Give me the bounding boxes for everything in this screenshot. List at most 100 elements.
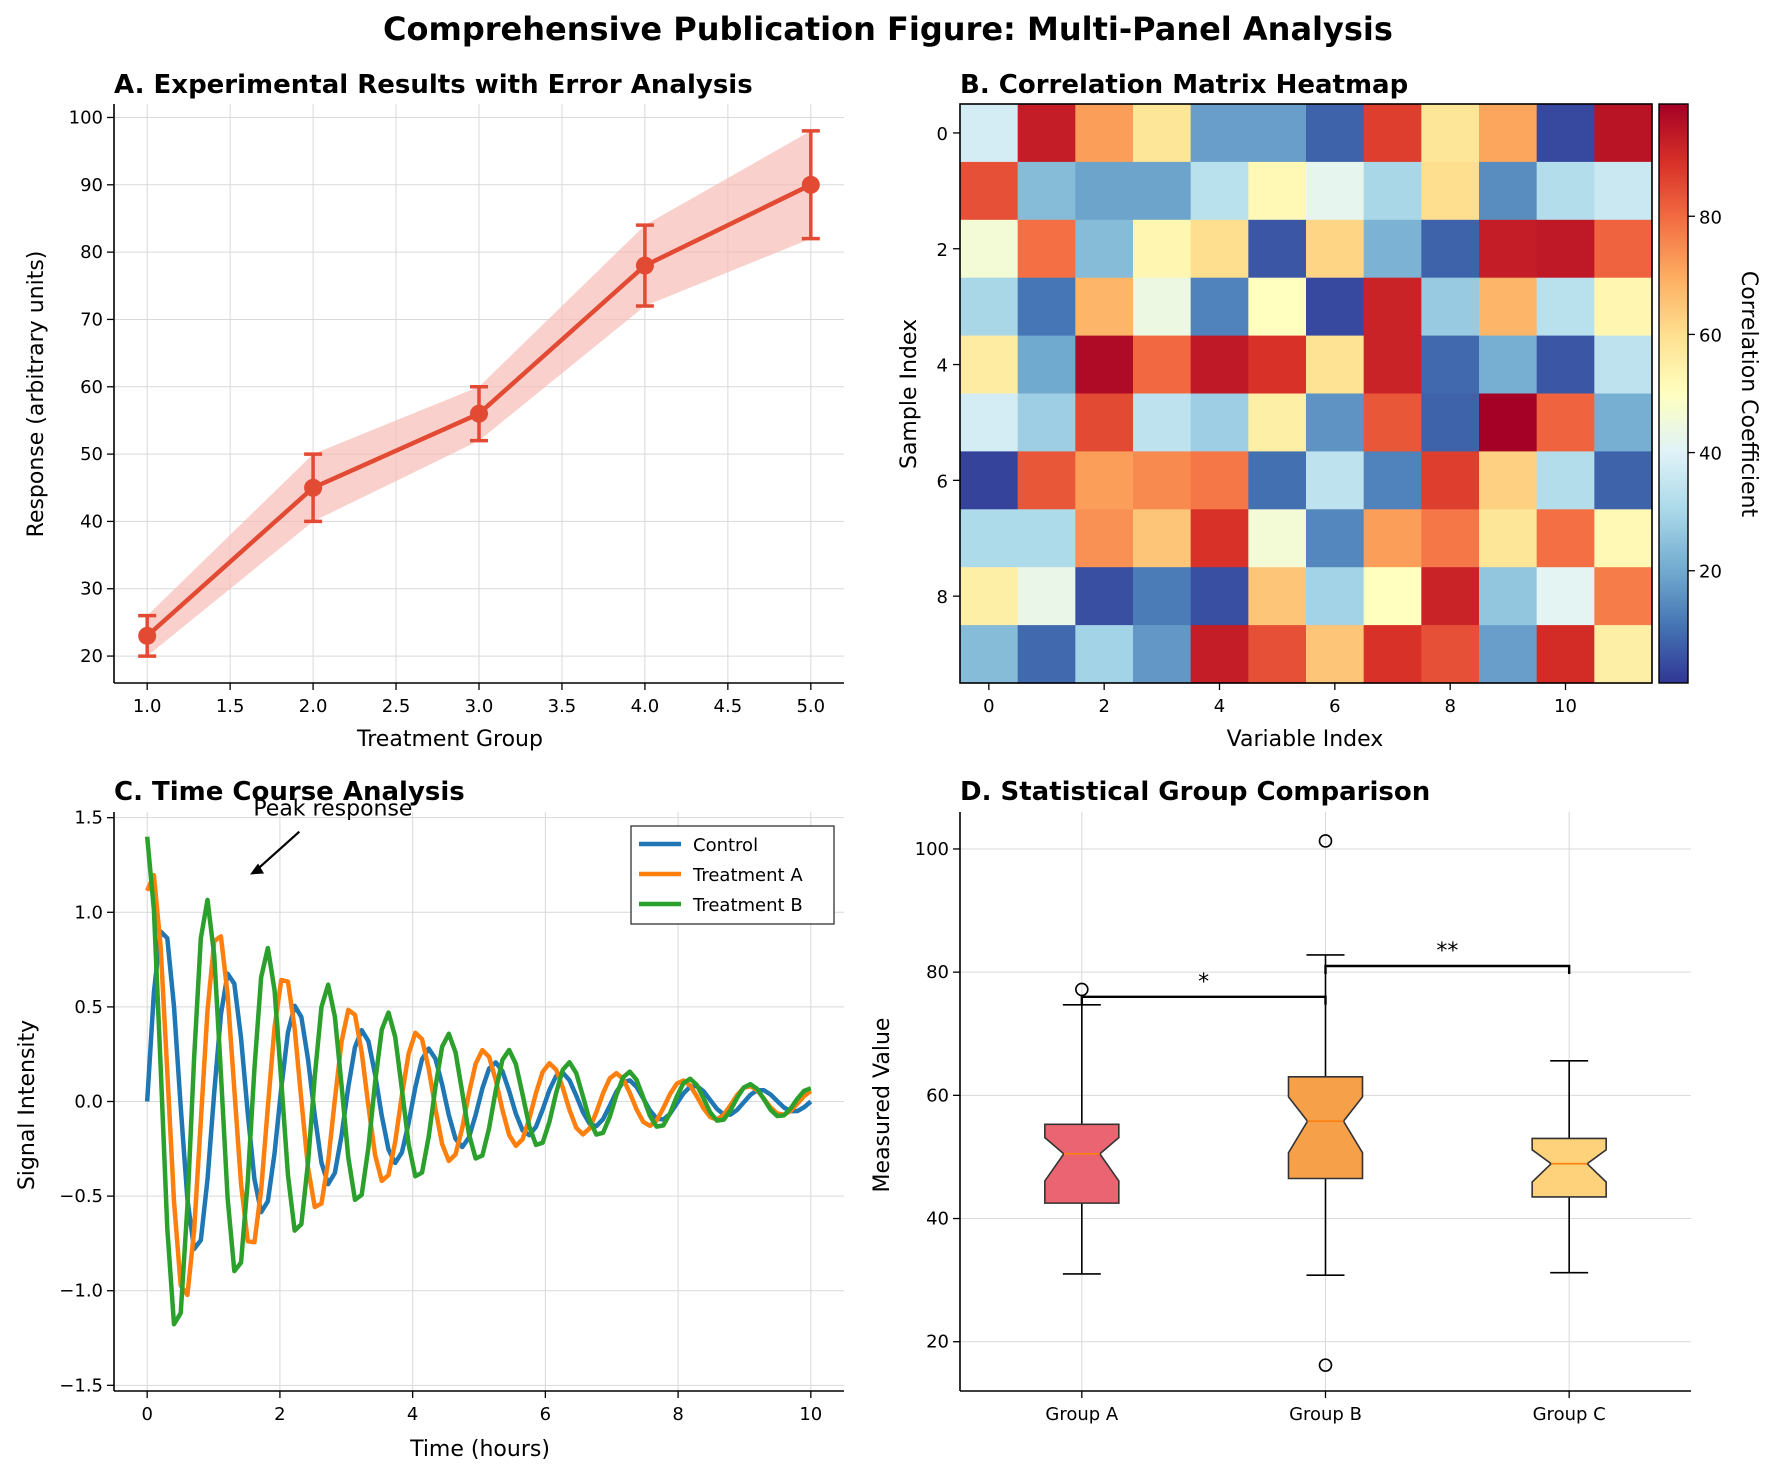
- heatmap-cell: [1536, 451, 1595, 510]
- legend-label: Treatment A: [692, 865, 803, 886]
- annotation-arrow-head: [250, 863, 265, 875]
- panel-c-ytick-label: 0.0: [74, 1092, 103, 1113]
- heatmap-cell: [1536, 335, 1595, 395]
- heatmap-cell: [1421, 567, 1480, 626]
- heatmap-cell: [1133, 509, 1192, 568]
- heatmap-cell: [1363, 219, 1422, 279]
- heatmap-cell: [1363, 451, 1422, 510]
- heatmap-cell: [1190, 335, 1249, 395]
- panel-c-ylabel: Signal Intensity: [15, 1020, 40, 1190]
- panel-d-ytick-label: 60: [926, 1085, 949, 1106]
- panel-b-ylabel: Sample Index: [897, 319, 922, 469]
- panel-d-ytick-label: 40: [926, 1209, 949, 1230]
- heatmap-cell: [1421, 335, 1480, 395]
- heatmap-cell: [1017, 451, 1076, 510]
- heatmap-cell: [1536, 277, 1595, 337]
- colorbar: [1658, 103, 1689, 684]
- heatmap-cell: [1133, 219, 1192, 279]
- panel-c-ytick-label: −1.5: [59, 1375, 103, 1396]
- panel-d-chart: D. Statistical Group Comparison Measured…: [870, 777, 1691, 1425]
- heatmap-cell: [1133, 567, 1192, 626]
- panel-a-data-point: [635, 256, 654, 275]
- heatmap-cell: [1594, 393, 1653, 452]
- heatmap-cell: [1248, 277, 1307, 337]
- heatmap-cell: [1594, 625, 1653, 684]
- heatmap-cell: [1594, 219, 1653, 279]
- panel-c-xtick-label: 0: [141, 1404, 152, 1425]
- panel-c-ytick-label: 1.5: [74, 808, 103, 829]
- heatmap-cell: [1594, 509, 1653, 568]
- heatmap-cell: [960, 393, 1019, 452]
- heatmap-cell: [960, 104, 1019, 163]
- heatmap-cell: [1363, 625, 1422, 684]
- panel-a-xtick-label: 2.5: [382, 696, 411, 717]
- panel-a-xtick-label: 3.5: [548, 696, 577, 717]
- group-label: Group A: [1045, 1404, 1119, 1425]
- heatmap-cell: [1190, 161, 1249, 221]
- heatmap-cell: [1363, 104, 1422, 163]
- heatmap-cell: [1075, 335, 1134, 395]
- heatmap-cell: [960, 277, 1019, 337]
- box-outlier: [1318, 834, 1333, 848]
- panel-a-ytick-label: 20: [80, 646, 103, 667]
- box-body: [1531, 1137, 1607, 1198]
- heatmap-ytick-label: 6: [937, 471, 948, 492]
- heatmap-xtick-label: 4: [1214, 696, 1225, 717]
- panel-d-title: D. Statistical Group Comparison: [960, 777, 1430, 807]
- heatmap-cell: [1363, 567, 1422, 626]
- heatmap-cell: [1594, 104, 1653, 163]
- heatmap-cell: [1363, 509, 1422, 568]
- panel-a-xtick-label: 3.0: [465, 696, 494, 717]
- heatmap-cell: [1421, 104, 1480, 163]
- panel-c-xtick-label: 4: [407, 1404, 418, 1425]
- heatmap-cell: [1479, 393, 1538, 452]
- heatmap-cell: [1190, 625, 1249, 684]
- heatmap-cell: [1133, 625, 1192, 684]
- box-body: [1044, 1123, 1120, 1204]
- panel-a-xtick-label: 4.0: [631, 696, 660, 717]
- panel-a-chart: A. Experimental Results with Error Analy…: [24, 70, 844, 752]
- heatmap-cell: [1306, 219, 1365, 279]
- heatmap-ytick-label: 8: [937, 587, 948, 608]
- heatmap-cell: [1479, 277, 1538, 337]
- heatmap-cell: [1248, 219, 1307, 279]
- heatmap-cell: [1017, 104, 1076, 163]
- panel-a-xtick-label: 5.0: [796, 696, 825, 717]
- heatmap-cell: [1190, 219, 1249, 279]
- heatmap-cell: [1133, 277, 1192, 337]
- heatmap-cell: [1479, 161, 1538, 221]
- heatmap-cell: [1075, 451, 1134, 510]
- colorbar-tick-label: 20: [1699, 562, 1722, 583]
- panel-a-data-point: [801, 175, 820, 194]
- significance-label: **: [1436, 939, 1458, 964]
- panel-a-data-point: [138, 626, 157, 645]
- panel-a-ytick-label: 50: [80, 444, 103, 465]
- heatmap-cell: [960, 161, 1019, 221]
- heatmap-cell: [1248, 161, 1307, 221]
- panel-a-data-point: [304, 478, 323, 497]
- box-body: [1287, 1076, 1364, 1180]
- panel-a-ylabel: Response (arbitrary units): [24, 251, 49, 538]
- heatmap-cell: [1133, 393, 1192, 452]
- heatmap-cell: [1017, 625, 1076, 684]
- heatmap-cell: [1363, 393, 1422, 452]
- heatmap-cell: [1075, 277, 1134, 337]
- colorbar-tick-label: 40: [1699, 444, 1722, 465]
- series-line-treatment-a: [145, 872, 813, 1298]
- heatmap-xtick-label: 8: [1444, 696, 1455, 717]
- panel-c-xtick-label: 8: [672, 1404, 683, 1425]
- heatmap-ytick-label: 4: [937, 356, 948, 377]
- heatmap-cell: [960, 451, 1019, 510]
- colorbar-label: Correlation Coefficient: [1736, 271, 1761, 518]
- panel-a-ytick-label: 90: [80, 175, 103, 196]
- series-line-treatment-b: [144, 836, 812, 1327]
- heatmap-cell: [1306, 567, 1365, 626]
- heatmap-xtick-label: 0: [983, 696, 994, 717]
- heatmap-cell: [1133, 451, 1192, 510]
- heatmap-cell: [1479, 509, 1538, 568]
- heatmap-cell: [1306, 161, 1365, 221]
- heatmap-cell: [1536, 104, 1595, 163]
- heatmap-cell: [1017, 509, 1076, 568]
- heatmap-cell: [1479, 335, 1538, 395]
- heatmap-cell: [1594, 451, 1653, 510]
